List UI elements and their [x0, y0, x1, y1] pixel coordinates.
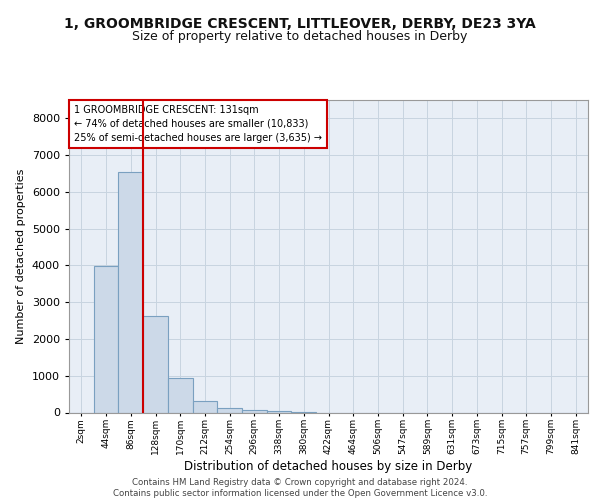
Text: 1 GROOMBRIDGE CRESCENT: 131sqm
← 74% of detached houses are smaller (10,833)
25%: 1 GROOMBRIDGE CRESCENT: 131sqm ← 74% of …: [74, 104, 322, 142]
Y-axis label: Number of detached properties: Number of detached properties: [16, 168, 26, 344]
Bar: [242, 410, 267, 412]
Bar: [143, 316, 168, 412]
Text: 1, GROOMBRIDGE CRESCENT, LITTLEOVER, DERBY, DE23 3YA: 1, GROOMBRIDGE CRESCENT, LITTLEOVER, DER…: [64, 18, 536, 32]
Bar: [94, 266, 118, 412]
Bar: [267, 411, 292, 412]
Bar: [118, 172, 143, 412]
Text: Size of property relative to detached houses in Derby: Size of property relative to detached ho…: [133, 30, 467, 43]
Bar: [193, 400, 217, 412]
Text: Contains HM Land Registry data © Crown copyright and database right 2024.
Contai: Contains HM Land Registry data © Crown c…: [113, 478, 487, 498]
Bar: [217, 408, 242, 412]
X-axis label: Distribution of detached houses by size in Derby: Distribution of detached houses by size …: [184, 460, 473, 473]
Bar: [168, 378, 193, 412]
